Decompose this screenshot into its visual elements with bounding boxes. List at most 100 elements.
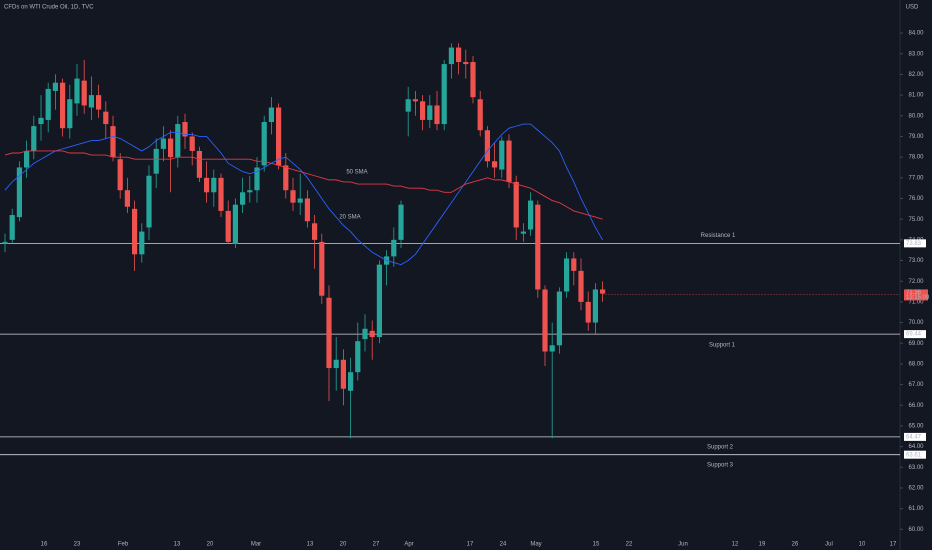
candle-body [232, 204, 238, 244]
candle-body [470, 62, 476, 98]
candle-body [528, 200, 534, 230]
candle-body [117, 159, 123, 191]
chart-title: CFDs on WTI Crude Oil, 1D, TVC [4, 5, 94, 11]
candle-body [276, 107, 282, 166]
candle-body [24, 150, 30, 168]
currency: USD [906, 5, 919, 11]
candle-body [441, 64, 447, 125]
candle-body [348, 372, 354, 391]
candle-body [124, 190, 130, 207]
candle-body [405, 99, 411, 112]
y-tick-label: 66.00 [908, 403, 924, 409]
candle-body [376, 264, 382, 338]
x-tick-label: Jun [678, 542, 688, 548]
candle-body [326, 297, 332, 369]
candle-body [67, 99, 73, 129]
candle-body [31, 126, 37, 151]
y-tick-label: 81.00 [908, 93, 924, 99]
candle-body [448, 47, 454, 65]
y-tick-label: 65.00 [908, 424, 924, 430]
y-tick-label: 82.00 [908, 72, 924, 78]
candle-body [312, 223, 318, 240]
y-tick-label: 64.00 [908, 444, 924, 450]
candle-body [398, 204, 404, 240]
sma-line [4, 150, 603, 220]
x-tick-label: 24 [500, 542, 507, 548]
candle-body [175, 124, 181, 158]
price-tag-label: 73.83 [906, 241, 922, 247]
candle-body [434, 105, 440, 125]
candle-body [182, 121, 188, 137]
x-tick-label: Feb [118, 542, 129, 548]
candle-body [564, 258, 570, 292]
x-tick-label: 12 [732, 542, 739, 548]
candle-body [60, 82, 66, 129]
y-tick-label: 77.00 [908, 175, 924, 181]
x-tick-label: 15 [593, 542, 600, 548]
candle-body [499, 140, 505, 170]
x-tick-label: 23 [74, 542, 81, 548]
x-tick-label: 16 [41, 542, 48, 548]
y-tick-label: 72.00 [908, 279, 924, 285]
x-tick-label: 26 [792, 542, 799, 548]
x-tick-label: 13 [174, 542, 181, 548]
candle-body [290, 190, 296, 203]
candle-body [218, 177, 224, 211]
candle-body [81, 80, 87, 106]
candle-body [9, 215, 15, 240]
candle-body [283, 165, 289, 191]
price-tag [904, 432, 926, 441]
candle-body [492, 161, 498, 168]
price-tag-label: 64.47 [906, 434, 922, 440]
y-tick-label: 70.00 [908, 320, 924, 326]
y-tick-label: 67.00 [908, 382, 924, 388]
y-tick-label: 75.00 [908, 217, 924, 223]
candle-body [38, 117, 44, 125]
candle-body [542, 289, 548, 352]
x-tick-label: 17 [467, 542, 474, 548]
candle-body [520, 231, 526, 234]
candle-body [189, 136, 195, 151]
candle-body [261, 121, 267, 166]
candle-body [477, 99, 483, 131]
x-tick-label: 22 [626, 542, 633, 548]
y-tick-label: 68.00 [908, 361, 924, 367]
candle-body [463, 62, 469, 65]
y-tick-label: 78.00 [908, 155, 924, 161]
x-tick-label: Mar [251, 542, 261, 548]
candle-body [247, 190, 253, 193]
y-tick-label: 80.00 [908, 113, 924, 119]
x-tick-label: Apr [404, 542, 413, 548]
candle-body [45, 88, 51, 120]
candle-body [319, 241, 325, 296]
y-tick-label: 60.00 [908, 527, 924, 533]
candle-body [484, 130, 490, 162]
candle-body [420, 101, 426, 120]
candle-body [268, 107, 274, 122]
candle-body [556, 291, 562, 346]
candle-body [571, 258, 577, 271]
candle-body [139, 231, 145, 255]
candle-body [103, 111, 109, 125]
level-label: Support 2 [707, 444, 734, 450]
y-tick-label: 63.00 [908, 465, 924, 471]
y-tick-label: 71.00 [908, 299, 924, 305]
candle-body [578, 270, 584, 302]
candle-body [240, 192, 246, 205]
sma-label: 20 SMA [339, 215, 360, 221]
y-tick-label: 83.00 [908, 51, 924, 57]
candle-body [427, 105, 433, 120]
price-tag [904, 330, 926, 339]
candle-body [535, 204, 541, 290]
candle-body [153, 148, 159, 174]
candle-body [16, 167, 22, 218]
y-tick-label: 62.00 [908, 486, 924, 492]
level-label: Resistance 1 [701, 233, 736, 239]
candle-body [391, 239, 397, 257]
candle-body [412, 99, 418, 102]
x-tick-label: 13 [307, 542, 314, 548]
x-tick-label: Jul [825, 542, 833, 548]
x-tick-label: 10 [859, 542, 866, 548]
candle-body [369, 330, 375, 338]
